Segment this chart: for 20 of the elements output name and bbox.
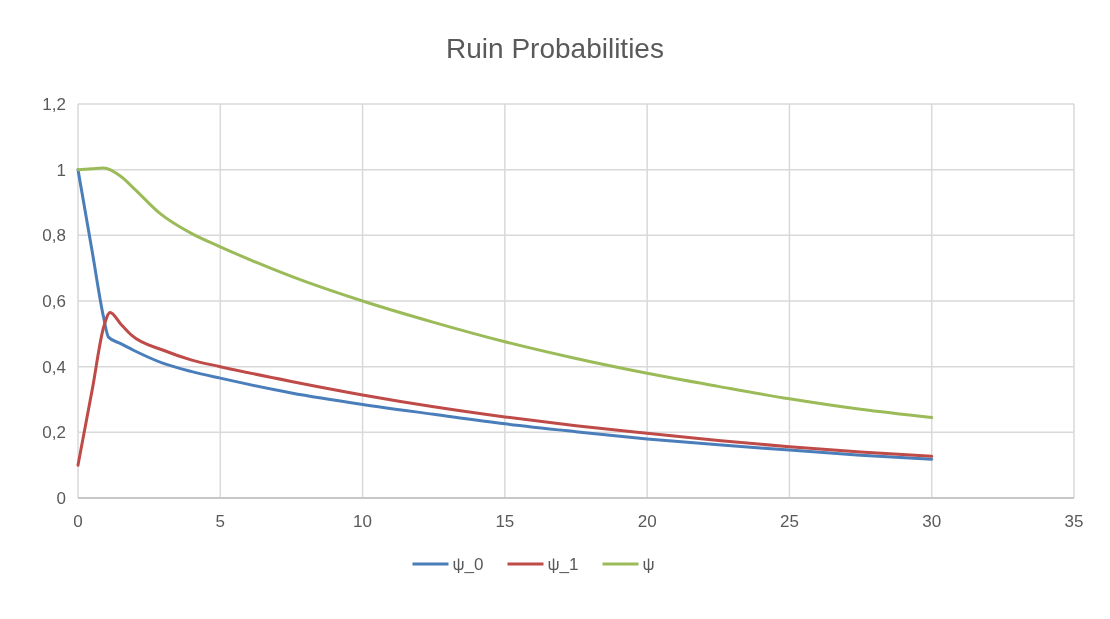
y-tick-label: 0,4	[42, 357, 66, 377]
x-tick-label: 35	[1064, 512, 1084, 531]
x-tick-label: 10	[353, 512, 373, 531]
x-tick-label: 0	[73, 512, 83, 531]
chart-title: Ruin Probabilities	[446, 33, 664, 64]
x-tick-label: 30	[922, 512, 942, 531]
y-tick-label: 1,2	[42, 94, 66, 114]
legend-label: ψ_0	[452, 554, 484, 574]
y-tick-label: 0,6	[42, 291, 66, 311]
legend-label: ψ	[642, 554, 655, 574]
x-tick-label: 25	[779, 512, 799, 531]
x-tick-label: 15	[495, 512, 515, 531]
y-tick-label: 0,8	[42, 226, 66, 246]
legend-label: ψ_1	[547, 554, 579, 574]
x-tick-label: 20	[637, 512, 657, 531]
y-tick-label: 1	[56, 160, 66, 180]
line-series	[76, 310, 934, 467]
y-tick-label: 0,2	[42, 423, 66, 443]
x-tick-label: 5	[215, 512, 226, 531]
y-tick-label: 0	[56, 488, 66, 508]
